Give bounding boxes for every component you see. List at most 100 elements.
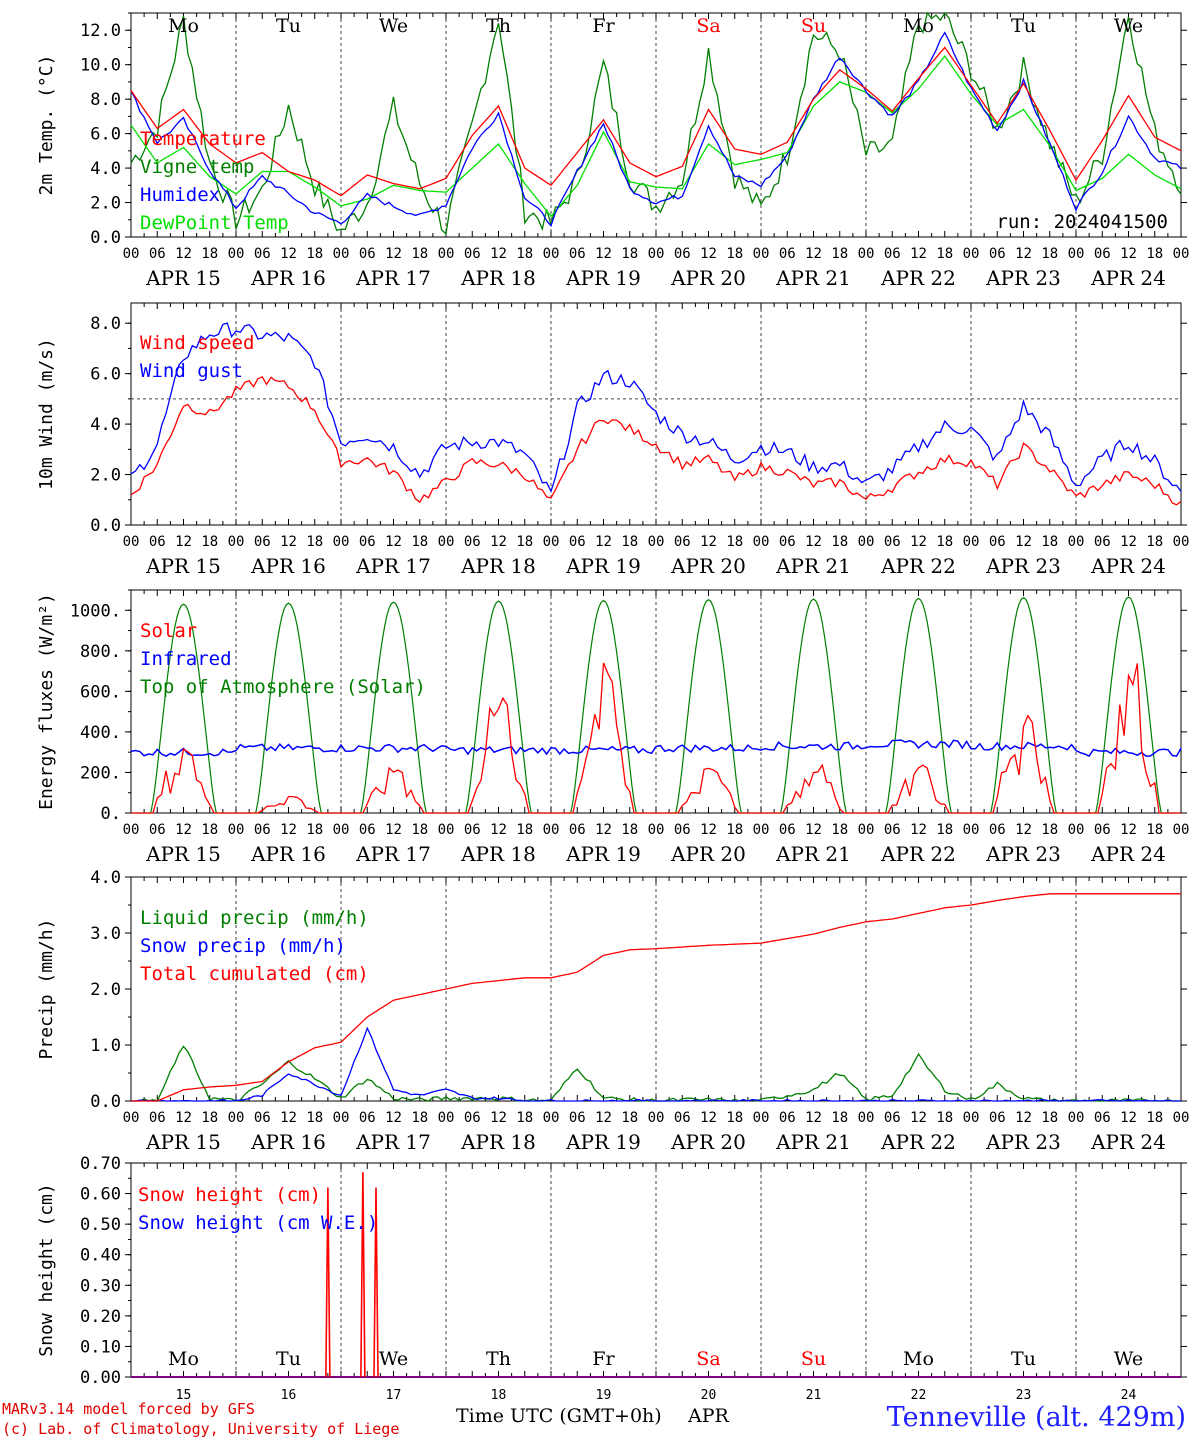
y-tick-label: 6.0 <box>90 365 121 385</box>
x-day-label: APR 15 <box>145 842 221 866</box>
x-hour-label: 12 <box>595 822 612 838</box>
y-tick-label: 8.0 <box>90 314 121 334</box>
x-hour-label: 18 <box>1041 822 1058 838</box>
x-hour-label: 00 <box>333 822 350 838</box>
x-hour-label: 18 <box>516 822 533 838</box>
x-hour-label: 00 <box>963 1110 980 1126</box>
x-hour-label: 12 <box>1120 1110 1137 1126</box>
series-line <box>130 46 1182 197</box>
x-hour-label: 06 <box>254 822 271 838</box>
day-number-label: 18 <box>491 1388 507 1403</box>
x-hour-label: 18 <box>516 246 533 262</box>
x-day-label: APR 21 <box>775 1130 851 1154</box>
x-hour-label: 06 <box>569 534 586 550</box>
y-tick-label: 0.0 <box>90 1092 121 1112</box>
x-hour-label: 12 <box>910 1110 927 1126</box>
weekday-label: Sa <box>696 15 720 37</box>
x-hour-label: 00 <box>123 1110 140 1126</box>
x-hour-label: 18 <box>936 822 953 838</box>
y-tick-label: 0.50 <box>80 1215 121 1235</box>
x-hour-label: 00 <box>648 822 665 838</box>
x-hour-label: 12 <box>280 534 297 550</box>
x-hour-label: 06 <box>149 822 166 838</box>
x-hour-label: 06 <box>359 534 376 550</box>
x-hour-label: 12 <box>175 246 192 262</box>
x-day-label: APR 16 <box>250 842 326 866</box>
x-hour-label: 06 <box>884 1110 901 1126</box>
x-hour-label: 00 <box>1173 822 1190 838</box>
x-hour-label: 12 <box>490 534 507 550</box>
day-number-label: 16 <box>281 1388 297 1403</box>
legend-entry: Vigne temp <box>140 156 254 178</box>
legend-entry: Humidex <box>140 184 220 206</box>
x-hour-label: 00 <box>228 534 245 550</box>
x-hour-label: 12 <box>280 1110 297 1126</box>
x-hour-label: 18 <box>306 246 323 262</box>
x-day-label: APR 19 <box>565 266 641 290</box>
x-hour-label: 00 <box>333 1110 350 1126</box>
x-hour-label: 06 <box>989 1110 1006 1126</box>
legend-entry: Wind speed <box>140 332 254 354</box>
x-hour-label: 12 <box>175 822 192 838</box>
y-tick-label: 0.20 <box>80 1307 121 1327</box>
legend-entry: Snow height (cm W.E.) <box>138 1212 378 1234</box>
x-hour-label: 12 <box>700 534 717 550</box>
legend-entry: Liquid precip (mm/h) <box>140 907 369 929</box>
x-hour-label: 18 <box>306 822 323 838</box>
x-hour-label: 18 <box>726 534 743 550</box>
x-hour-label: 00 <box>753 534 770 550</box>
x-hour-label: 12 <box>910 534 927 550</box>
x-hour-label: 18 <box>831 1110 848 1126</box>
x-hour-label: 18 <box>306 1110 323 1126</box>
x-day-label: APR 21 <box>775 554 851 578</box>
x-hour-label: 12 <box>1120 246 1137 262</box>
x-hour-label: 00 <box>123 822 140 838</box>
x-day-label: APR 23 <box>985 842 1061 866</box>
x-hour-label: 12 <box>1015 1110 1032 1126</box>
x-hour-label: 06 <box>1094 246 1111 262</box>
x-hour-label: 12 <box>595 534 612 550</box>
x-hour-label: 00 <box>963 246 980 262</box>
x-hour-label: 18 <box>411 246 428 262</box>
y-tick-label: 200. <box>80 763 121 783</box>
x-hour-label: 06 <box>464 246 481 262</box>
x-hour-label: 12 <box>490 1110 507 1126</box>
legend-entry: Wind gust <box>140 360 243 382</box>
x-hour-label: 12 <box>1015 534 1032 550</box>
legend-entry: Snow height (cm) <box>138 1184 321 1206</box>
x-hour-label: 06 <box>569 1110 586 1126</box>
y-tick-label: 4.0 <box>90 159 121 179</box>
y-tick-label: 600. <box>80 682 121 702</box>
x-hour-label: 12 <box>910 246 927 262</box>
weekday-label: We <box>1114 15 1143 37</box>
x-hour-label: 18 <box>516 1110 533 1126</box>
weekday-label: Su <box>801 15 826 37</box>
x-hour-label: 00 <box>333 246 350 262</box>
y-tick-label: 0.70 <box>80 1154 121 1174</box>
x-day-label: APR 24 <box>1090 266 1166 290</box>
x-hour-label: 00 <box>333 534 350 550</box>
x-hour-label: 18 <box>201 246 218 262</box>
x-hour-label: 00 <box>648 1110 665 1126</box>
x-hour-label: 06 <box>1094 822 1111 838</box>
x-hour-label: 18 <box>1146 1110 1163 1126</box>
x-hour-label: 06 <box>569 246 586 262</box>
x-hour-label: 18 <box>936 534 953 550</box>
y-tick-label: 0.0 <box>90 228 121 248</box>
y-tick-label: 0.60 <box>80 1185 121 1205</box>
x-day-label: APR 17 <box>355 554 431 578</box>
x-hour-label: 12 <box>175 534 192 550</box>
weekday-label: Mo <box>903 1348 934 1370</box>
x-hour-label: 18 <box>516 534 533 550</box>
x-hour-label: 00 <box>858 246 875 262</box>
x-hour-label: 12 <box>280 246 297 262</box>
y-tick-label: 0.0 <box>90 516 121 536</box>
x-hour-label: 06 <box>674 1110 691 1126</box>
x-hour-label: 18 <box>936 246 953 262</box>
x-day-label: APR 23 <box>985 266 1061 290</box>
x-day-label: APR 24 <box>1090 1130 1166 1154</box>
y-tick-label: 4.0 <box>90 868 121 888</box>
lab-credit: (c) Lab. of Climatology, University of L… <box>2 1420 400 1438</box>
day-number-label: 19 <box>596 1388 612 1403</box>
